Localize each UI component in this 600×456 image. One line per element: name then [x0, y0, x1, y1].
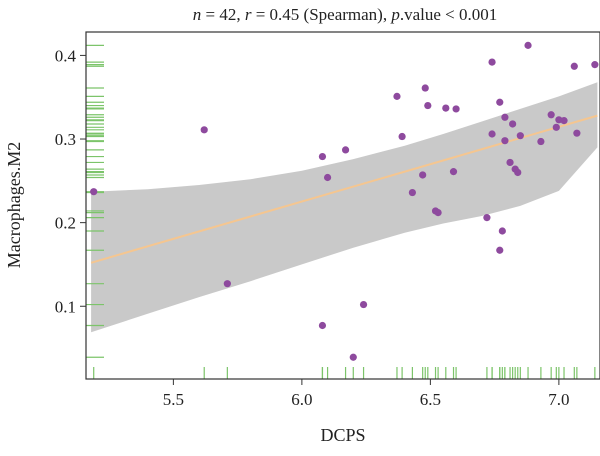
data-point — [509, 120, 517, 128]
plot-frame — [85, 31, 600, 380]
title-r-symbol: r — [245, 5, 252, 24]
data-point — [359, 300, 368, 309]
data-point — [570, 62, 578, 70]
data-point — [516, 132, 524, 140]
data-point — [318, 321, 327, 330]
x-axis-label: DCPS — [320, 425, 365, 445]
data-point — [524, 41, 532, 49]
data-point — [483, 214, 491, 222]
data-point — [318, 152, 327, 161]
x-tick-label: 6.5 — [420, 390, 441, 409]
data-point — [514, 168, 522, 177]
data-point — [200, 126, 208, 134]
data-point — [488, 58, 496, 66]
title-p-symbol: p — [390, 5, 400, 24]
data-point — [323, 173, 332, 182]
y-tick-label: 0.1 — [55, 297, 76, 316]
x-axis: 5.5 6.0 6.5 7.0 — [163, 379, 570, 409]
data-point — [537, 137, 545, 146]
data-point — [501, 113, 509, 121]
data-point — [547, 111, 555, 119]
y-tick-label: 0.2 — [55, 214, 76, 233]
data-point — [591, 61, 599, 69]
data-point — [90, 188, 98, 196]
data-point — [223, 280, 231, 288]
chart-title: n = 42, r = 0.45 (Spearman), p.value < 0… — [193, 5, 498, 24]
x-tick-label: 6.0 — [291, 390, 312, 409]
data-point — [496, 246, 504, 254]
data-point — [419, 171, 427, 179]
title-r-text: = 0.45 (Spearman), — [251, 5, 391, 24]
data-point — [498, 227, 506, 235]
plot-area — [86, 41, 599, 379]
data-point — [349, 353, 357, 361]
x-tick-label: 7.0 — [548, 390, 569, 409]
data-point — [393, 92, 401, 100]
data-point — [488, 130, 496, 138]
data-point — [501, 137, 509, 145]
regression-line — [90, 114, 598, 264]
data-point — [424, 101, 432, 110]
data-point — [560, 117, 568, 125]
data-point — [341, 146, 350, 154]
data-point — [434, 209, 442, 217]
y-tick-label: 0.3 — [55, 130, 76, 149]
data-point — [452, 105, 460, 113]
data-point — [398, 132, 406, 141]
data-point — [449, 168, 458, 176]
y-tick-label: 0.4 — [55, 46, 77, 65]
title-p-text: .value < 0.001 — [400, 5, 497, 24]
data-point — [552, 123, 560, 131]
data-point — [408, 188, 416, 197]
title-n-text: = 42, — [201, 5, 245, 24]
data-point — [573, 129, 581, 137]
y-axis: 0.1 0.2 0.3 0.4 — [55, 46, 86, 316]
y-axis-label: Macrophages.M2 — [4, 142, 24, 268]
data-point — [442, 104, 450, 112]
x-tick-label: 5.5 — [163, 390, 184, 409]
title-n-symbol: n — [193, 5, 202, 24]
confidence-band — [91, 82, 598, 333]
data-point — [421, 84, 429, 92]
data-point — [496, 98, 504, 106]
data-point — [506, 158, 514, 167]
